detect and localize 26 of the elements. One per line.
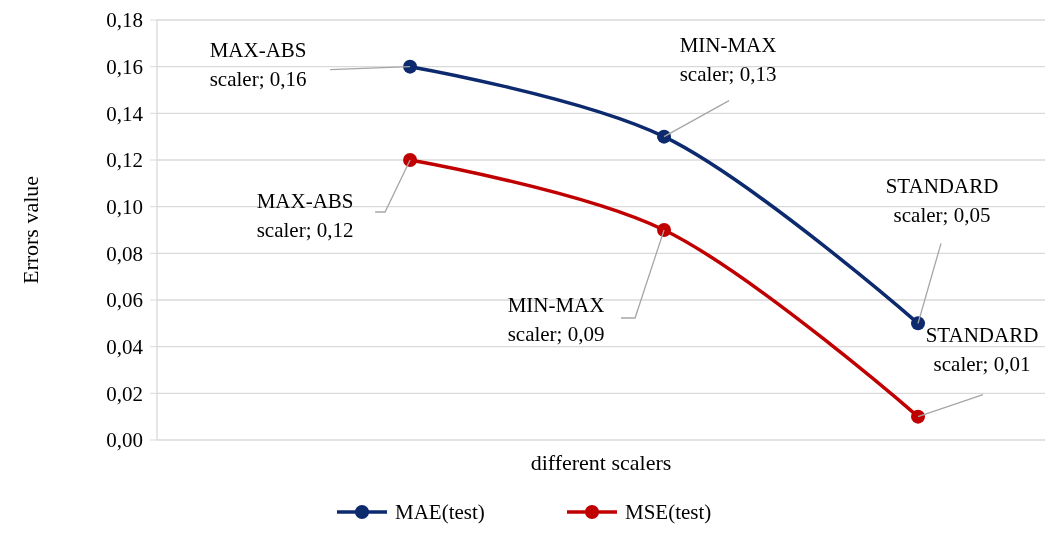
data-label: MAX-ABS scaler; 0,16 (209, 37, 307, 91)
y-tick-label: 0,12 (106, 148, 143, 173)
point (403, 59, 418, 74)
y-axis-title: Errors value (18, 175, 43, 285)
legend-label: MSE(test) (625, 500, 712, 525)
y-tick-label: 0,14 (106, 101, 144, 126)
y-tick-label: 0,08 (106, 241, 143, 266)
x-axis-title: different scalers (530, 450, 672, 475)
point (403, 153, 418, 167)
data-label: MIN-MAX scaler; 0,09 (507, 293, 605, 346)
y-tick-label: 0,10 (106, 195, 143, 220)
y-tick-label: 0,02 (106, 381, 143, 406)
point (657, 223, 672, 237)
data-label: MAX-ABS scaler; 0,12 (256, 189, 354, 242)
legend-label: MAE(test) (395, 500, 485, 525)
y-tick-label: 0,04 (106, 335, 144, 360)
data-label: STANDARD scaler; 0,01 (925, 322, 1039, 376)
y-tick-label: 0,18 (106, 8, 143, 33)
point (911, 316, 926, 331)
data-label: STANDARD scaler; 0,05 (885, 174, 999, 228)
y-tick-label: 0,06 (106, 288, 143, 313)
data-label: MIN-MAX scaler; 0,13 (679, 32, 777, 86)
point (657, 129, 672, 144)
point (911, 409, 926, 424)
y-tick-label: 0,00 (106, 428, 143, 453)
y-tick-label: 0,16 (106, 55, 143, 80)
